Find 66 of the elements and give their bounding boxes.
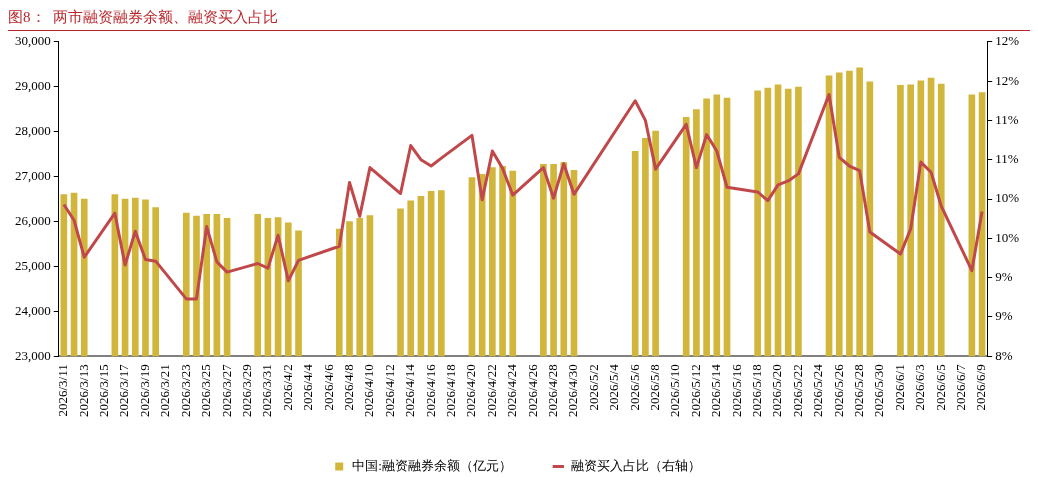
x-tick-label: 2026/4/14 <box>402 363 418 418</box>
y2-tick-label: 10% <box>995 190 1020 206</box>
y-tick-label: 27,000 <box>15 168 51 183</box>
x-tick-label: 2026/4/8 <box>340 364 356 411</box>
x-tick-label: 2026/5/10 <box>667 364 683 418</box>
y-tick-label: 24,000 <box>15 302 51 318</box>
x-tick-label: 2026/6/3 <box>912 364 928 411</box>
x-tick-label: 2026/3/27 <box>218 363 234 418</box>
y-tick-label: 30,000 <box>15 33 51 49</box>
x-tick-label: 2026/5/12 <box>687 364 703 418</box>
x-tick-label: 2026/4/4 <box>300 363 316 411</box>
x-tick-label: 2026/3/15 <box>96 364 112 418</box>
x-tick-label: 2026/4/18 <box>442 364 458 418</box>
x-tick-label: 2026/5/14 <box>708 363 724 418</box>
x-tick-label: 2026/4/28 <box>544 364 560 418</box>
x-tick-label: 2026/6/9 <box>973 364 989 411</box>
x-tick-label: 2026/5/2 <box>585 364 601 411</box>
x-tick-label: 2026/4/22 <box>483 364 499 418</box>
x-tick-label: 2026/3/19 <box>136 364 152 418</box>
x-tick-label: 2026/4/24 <box>504 363 520 418</box>
y-tick-label: 29,000 <box>15 78 51 94</box>
legend-label: 中国:融资融券余额（亿元） <box>352 457 512 473</box>
y-tick-label: 26,000 <box>15 212 51 228</box>
x-tick-label: 2026/5/26 <box>830 363 846 418</box>
x-tick-label: 2026/5/30 <box>871 364 887 418</box>
x-tick-label: 2026/5/22 <box>789 364 805 418</box>
x-tick-label: 2026/5/24 <box>810 363 826 418</box>
x-tick-label: 2026/3/13 <box>75 364 91 418</box>
x-tick-label: 2026/4/6 <box>320 363 336 411</box>
y-tick-label: 23,000 <box>15 347 51 363</box>
x-tick-label: 2026/6/7 <box>953 363 969 411</box>
x-tick-label: 2026/3/31 <box>259 364 275 418</box>
x-tick-label: 2026/3/11 <box>55 364 71 417</box>
y-tick-label: 25,000 <box>15 257 51 273</box>
chart-title: 图8： 两市融资融券余额、融资买入占比 <box>8 8 1030 31</box>
x-tick-label: 2026/4/26 <box>524 363 540 418</box>
x-tick-label: 2026/5/6 <box>626 363 642 411</box>
y2-tick-label: 11% <box>995 151 1019 167</box>
y2-tick-label: 12% <box>995 33 1020 49</box>
x-tick-label: 2026/5/28 <box>851 364 867 418</box>
x-tick-label: 2026/3/17 <box>116 363 132 418</box>
x-tick-label: 2026/4/30 <box>565 364 581 418</box>
y-tick-label: 28,000 <box>15 123 51 139</box>
x-tick-label: 2026/3/23 <box>177 364 193 418</box>
x-tick-label: 2026/4/12 <box>381 364 397 418</box>
x-tick-label: 2026/5/20 <box>769 364 785 418</box>
x-tick-label: 2026/5/16 <box>728 363 744 418</box>
x-tick-label: 2026/4/10 <box>361 364 377 418</box>
x-tick-label: 2026/3/29 <box>238 364 254 418</box>
y2-tick-label: 10% <box>995 229 1020 245</box>
x-tick-label: 2026/4/16 <box>422 363 438 418</box>
x-tick-label: 2026/6/5 <box>932 364 948 411</box>
x-tick-label: 2026/3/21 <box>157 364 173 418</box>
y2-tick-label: 9% <box>995 269 1013 285</box>
y2-tick-label: 11% <box>995 111 1019 127</box>
x-tick-label: 2026/4/2 <box>279 364 295 411</box>
x-tick-label: 2026/5/4 <box>606 363 622 411</box>
x-tick-label: 2026/3/25 <box>198 364 214 418</box>
x-tick-label: 2026/5/8 <box>647 364 663 411</box>
y2-tick-label: 8% <box>995 347 1013 363</box>
y2-tick-label: 12% <box>995 72 1020 88</box>
y2-tick-label: 9% <box>995 308 1013 324</box>
x-tick-label: 2026/6/1 <box>891 364 907 411</box>
x-tick-label: 2026/4/20 <box>463 364 479 418</box>
x-tick-label: 2026/5/18 <box>749 364 765 418</box>
legend-label: 融资买入占比（右轴） <box>571 457 702 473</box>
